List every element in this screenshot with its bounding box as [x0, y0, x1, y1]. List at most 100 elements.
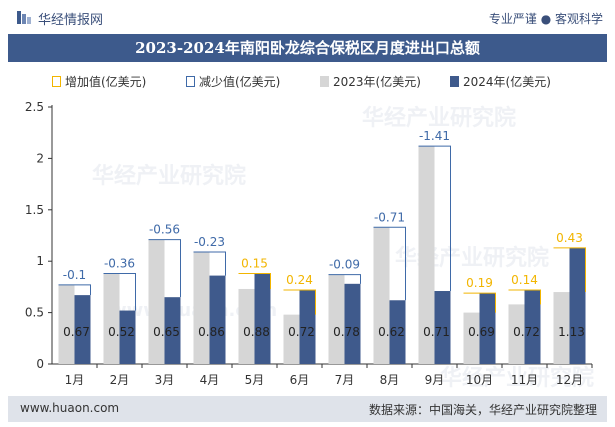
bar-2024	[569, 247, 586, 364]
increase-bracket	[283, 289, 316, 315]
bar-2023	[103, 273, 120, 364]
y-tick-label: 1	[36, 254, 44, 268]
value-label-2024: 0.86	[198, 325, 225, 339]
bar-2024	[389, 300, 406, 364]
value-label-2024: 0.69	[468, 325, 495, 339]
bar-2023	[553, 292, 570, 364]
increase-bracket	[553, 247, 586, 293]
change-label: 0.14	[511, 273, 538, 287]
bar-2023	[463, 312, 480, 364]
top-bar: 华经情报网 专业严谨 ● 客观科学	[0, 0, 615, 34]
value-label-2024: 0.52	[108, 325, 135, 339]
chart-legend: 增加值(亿美元) 减少值(亿美元) 2023年(亿美元) 2024年(亿美元)	[52, 73, 572, 89]
x-tick-label: 10月	[466, 373, 493, 387]
data-source: 数据来源：中国海关，华经产业研究院整理	[368, 403, 597, 417]
legend-2024: 2024年(亿美元)	[450, 73, 551, 89]
value-label-2024: 0.72	[288, 325, 315, 339]
brand-name: 华经情报网	[38, 13, 104, 28]
value-label-2024: 0.72	[513, 325, 540, 339]
decrease-bracket	[418, 145, 451, 292]
change-label: 0.15	[241, 257, 268, 271]
value-label-2024: 0.62	[378, 325, 405, 339]
bar-2024	[119, 310, 136, 364]
bar-2023	[373, 227, 390, 364]
decrease-bracket	[103, 273, 136, 311]
x-tick-label: 7月	[335, 373, 355, 387]
legend-swatch-2024	[450, 75, 459, 87]
change-label: -0.71	[374, 210, 405, 224]
bar-2024	[479, 293, 496, 364]
legend-label: 减少值(亿美元)	[199, 74, 281, 89]
x-tick-label: 12月	[556, 373, 583, 387]
change-label: 0.19	[466, 276, 493, 290]
bar-2024	[524, 289, 541, 364]
legend-2023: 2023年(亿美元)	[320, 73, 421, 89]
x-tick-label: 2月	[110, 373, 130, 387]
change-label: -1.41	[419, 129, 450, 143]
increase-bracket	[508, 289, 541, 305]
value-label-2024: 0.71	[423, 325, 450, 339]
bar-2024	[74, 295, 91, 364]
y-tick-label: 1.5	[25, 203, 44, 217]
footer-url: www.huaon.com	[20, 401, 120, 415]
bar-2023	[148, 239, 165, 364]
legend-swatch-2023	[320, 75, 329, 87]
increase-bracket	[463, 292, 496, 313]
legend-decrease: 减少值(亿美元)	[186, 73, 280, 89]
bar-2023	[283, 314, 300, 364]
x-tick-label: 5月	[245, 373, 265, 387]
logo-icon	[17, 11, 31, 24]
bar-2024	[209, 275, 226, 364]
x-tick-label: 4月	[200, 373, 220, 387]
value-label-2024: 0.67	[63, 325, 90, 339]
bar-2023	[508, 304, 525, 364]
decrease-bracket	[58, 284, 91, 296]
decrease-bracket	[373, 226, 406, 301]
bar-2023	[58, 284, 75, 364]
bar-2024	[164, 297, 181, 364]
bar-2023	[238, 288, 255, 364]
chart-title: 2023-2024年南阳卧龙综合保税区月度进出口总额	[8, 34, 607, 62]
change-label: 0.24	[286, 273, 313, 287]
legend-swatch-decrease	[186, 75, 195, 87]
slogan: 专业严谨 ● 客观科学	[488, 12, 603, 26]
change-label: -0.56	[149, 223, 180, 237]
change-label: -0.09	[329, 258, 360, 272]
x-tick-label: 9月	[425, 373, 445, 387]
x-tick-label: 1月	[65, 373, 85, 387]
value-label-2024: 0.65	[153, 325, 180, 339]
x-tick-label: 6月	[290, 373, 310, 387]
x-tick-label: 8月	[380, 373, 400, 387]
value-label-2024: 0.78	[333, 325, 360, 339]
legend-swatch-increase	[52, 75, 61, 87]
y-tick-label: 2	[36, 151, 44, 165]
bar-2023	[193, 251, 210, 364]
y-tick-label: 0.5	[25, 306, 44, 320]
footer-bar: www.huaon.com 数据来源：中国海关，华经产业研究院整理	[8, 396, 607, 422]
y-tick-label: 2.5	[25, 100, 44, 114]
value-label-2024: 0.88	[243, 325, 270, 339]
x-tick-label: 3月	[155, 373, 175, 387]
bar-2023	[328, 274, 345, 364]
decrease-bracket	[328, 274, 361, 284]
bar-2024	[254, 273, 271, 364]
bar-2024	[344, 283, 361, 364]
change-label: -0.36	[104, 257, 135, 271]
x-tick-label: 11月	[511, 373, 538, 387]
bar-2024	[434, 291, 451, 364]
y-tick-label: 0	[36, 357, 44, 371]
bar-2023	[418, 146, 435, 364]
increase-bracket	[238, 273, 271, 289]
decrease-bracket	[193, 251, 226, 276]
change-label: -0.1	[63, 268, 86, 282]
legend-label: 2023年(亿美元)	[333, 74, 421, 89]
decrease-bracket	[148, 239, 181, 298]
legend-label: 2024年(亿美元)	[463, 74, 551, 89]
legend-increase: 增加值(亿美元)	[52, 73, 146, 89]
change-label: 0.43	[556, 231, 583, 245]
value-label-2024: 1.13	[558, 325, 585, 339]
legend-label: 增加值(亿美元)	[65, 74, 147, 89]
bar-2024	[299, 289, 316, 364]
